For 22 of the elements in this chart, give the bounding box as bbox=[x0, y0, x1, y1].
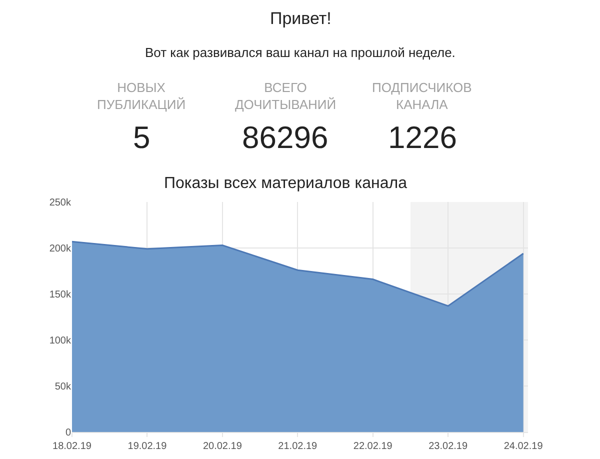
y-tick-label: 200k bbox=[49, 244, 72, 254]
y-tick-label: 50k bbox=[54, 382, 72, 392]
x-tick-label: 20.02.19 bbox=[202, 441, 242, 452]
x-tick-label: 24.02.19 bbox=[504, 441, 544, 452]
chart-title: Показы всех материалов канала bbox=[164, 175, 408, 192]
data-label: 86296 bbox=[242, 120, 328, 155]
text: Привет! bbox=[270, 9, 332, 28]
y-tick-label: 100k bbox=[49, 336, 72, 346]
data-label: 1226 bbox=[388, 120, 457, 155]
data-label: 5 bbox=[133, 120, 150, 155]
x-tick-label: 19.02.19 bbox=[128, 441, 168, 452]
category-label: ПОДПИСЧИКОВ КАНАЛА bbox=[372, 80, 472, 112]
category-label: НОВЫХ ПУБЛИКАЦИЙ bbox=[97, 80, 186, 112]
category-label: ВСЕГО ДОЧИТЫВАНИЙ bbox=[235, 80, 336, 112]
x-tick-label: 23.02.19 bbox=[428, 441, 468, 452]
x-tick-label: 18.02.19 bbox=[52, 441, 92, 452]
y-tick-label: 150k bbox=[49, 290, 72, 300]
x-tick-label: 22.02.19 bbox=[353, 441, 393, 452]
y-tick-label: 250k bbox=[49, 198, 72, 208]
y-tick-label: 0 bbox=[65, 428, 72, 438]
x-tick-label: 21.02.19 bbox=[278, 441, 318, 452]
text: Вот как развивался ваш канал на прошлой неделе. bbox=[145, 45, 456, 60]
